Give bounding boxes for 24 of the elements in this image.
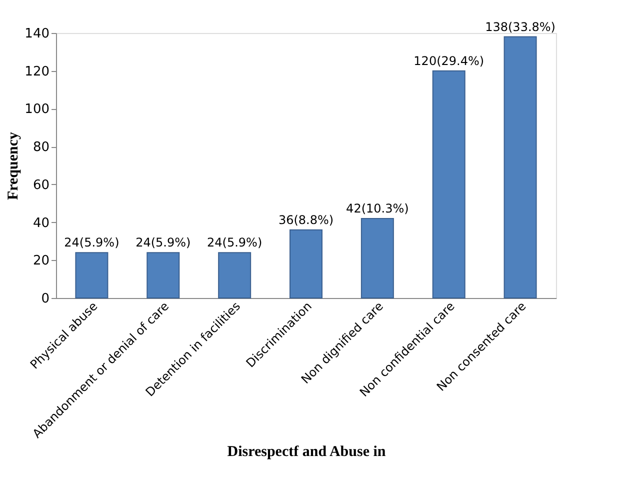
- data-label: 120(29.4%): [414, 54, 484, 68]
- y-tick-label: 80: [32, 140, 50, 156]
- data-label: 138(33.8%): [485, 20, 556, 34]
- bar: [432, 70, 466, 298]
- y-tick-label: 60: [32, 178, 50, 193]
- y-tick-label: 100: [24, 102, 50, 118]
- x-axis-title: Disrespectf and Abuse in: [227, 444, 386, 460]
- y-tick-label: 20: [32, 254, 50, 269]
- bar: [218, 252, 252, 298]
- y-axis-title: Frequency: [6, 131, 22, 200]
- bar: [290, 229, 322, 298]
- bar: [75, 252, 108, 298]
- data-label: 36(8.8%): [278, 212, 334, 227]
- y-tick-label: 120: [24, 64, 50, 80]
- data-label: 24(5.9%): [136, 236, 191, 250]
- bar: [146, 252, 180, 298]
- bar: [360, 218, 394, 298]
- bar: [504, 36, 537, 298]
- data-label: 42(10.3%): [346, 202, 409, 216]
- data-label: 24(5.9%): [64, 236, 120, 250]
- data-label: 24(5.9%): [207, 236, 262, 250]
- y-tick-label: 140: [24, 26, 50, 42]
- y-tick-label: 40: [32, 216, 50, 231]
- y-tick-label: 0: [41, 292, 50, 306]
